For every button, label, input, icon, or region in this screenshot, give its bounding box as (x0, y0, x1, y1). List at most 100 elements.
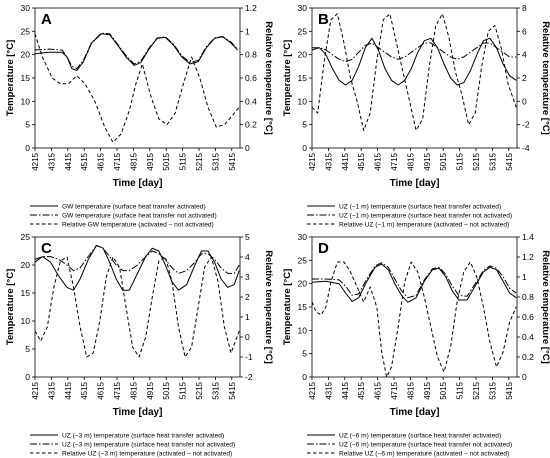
legend-label-3: Relative UZ (−6 m) temperature (activate… (339, 451, 509, 458)
y2-tick-label: 0.6 (522, 312, 534, 322)
y-tick-label: 20 (21, 50, 31, 60)
y2-axis-label: Relative temperature [°C] (263, 250, 274, 364)
y-tick-label: 30 (21, 3, 31, 13)
x-tick-label: 4215 (31, 381, 40, 399)
y2-tick-label: 4 (522, 50, 527, 60)
x-tick-label: 4315 (324, 381, 333, 399)
chart-panel-d: 0 5 10 15 20 25 30 0 0.2 0.4 0.6 0.8 1 1.2 1.4 4215 4315… (282, 232, 550, 458)
x-tick-label: 5215 (195, 381, 204, 399)
plot-frame (311, 236, 518, 378)
x-tick-label: 5315 (211, 152, 220, 170)
y2-tick-label: 1.2 (522, 252, 534, 262)
x-tick-label: 5015 (439, 381, 448, 399)
y-tick-label: 30 (298, 3, 308, 13)
y-tick-label: 15 (21, 288, 31, 298)
x-axis-label: Time [day] (390, 178, 440, 189)
y2-tick-label: -1 (245, 352, 253, 362)
chart-panel-b: 0 5 10 15 20 25 30 -4 -2 0 2 4 6 8 4215 4315 4415 4515 461… (282, 3, 550, 229)
y2-tick-label: 4 (245, 252, 250, 262)
x-tick-label: 4215 (31, 152, 40, 170)
y2-tick-label: -4 (522, 143, 530, 153)
panel-letter: A (41, 11, 52, 28)
x-tick-label: 4315 (324, 152, 333, 170)
y-tick-label: 25 (21, 232, 31, 242)
x-tick-label: 4615 (374, 152, 383, 170)
y-tick-label: 0 (302, 372, 307, 382)
x-tick-label: 4215 (308, 152, 317, 170)
x-tick-label: 4315 (47, 152, 56, 170)
plot-frame (311, 7, 518, 149)
x-tick-label: 5415 (228, 152, 237, 170)
x-tick-label: 4515 (80, 381, 89, 399)
x-tick-label: 4415 (341, 152, 350, 170)
y2-tick-label: 2 (522, 73, 527, 83)
x-tick-label: 4715 (390, 381, 399, 399)
x-tick-label: 4715 (113, 152, 122, 170)
legend-label-3: Relative UZ (−3 m) temperature (activate… (62, 451, 232, 458)
x-tick-label: 4415 (64, 381, 73, 399)
y-tick-label: 15 (298, 73, 308, 83)
x-tick-label: 5315 (211, 381, 220, 399)
x-tick-label: 5015 (439, 152, 448, 170)
panel-letter: D (318, 240, 329, 257)
x-tick-label: 4815 (129, 152, 138, 170)
x-tick-label: 4315 (47, 381, 56, 399)
y2-tick-label: 3 (245, 272, 250, 282)
y2-tick-label: 1.2 (245, 3, 257, 13)
series-line-3 (34, 33, 240, 143)
x-tick-label: 5315 (488, 152, 497, 170)
y-tick-label: 0 (25, 143, 30, 153)
x-tick-label: 5015 (162, 152, 171, 170)
x-tick-label: 4415 (341, 381, 350, 399)
x-axis-label: Time [day] (113, 407, 163, 418)
y2-tick-label: 0.8 (522, 292, 534, 302)
y-axis-label: Temperature [°C] (282, 269, 293, 345)
y2-tick-label: 1 (522, 272, 527, 282)
y2-tick-label: 2 (245, 292, 250, 302)
y2-axis-label: Relative temperature [°C] (540, 250, 550, 364)
legend-label-2: UZ (−6 m) temperature (surface heat tran… (339, 442, 512, 449)
x-axis-label: Time [day] (390, 407, 440, 418)
y2-tick-label: -2 (522, 120, 530, 130)
legend-label-1: UZ (−3 m) temperature (surface heat tran… (62, 433, 224, 440)
x-tick-label: 5115 (456, 152, 465, 170)
y-tick-label: 25 (21, 26, 31, 36)
series-line-1 (34, 33, 238, 71)
series-line-3 (34, 256, 240, 358)
y-tick-label: 15 (298, 302, 308, 312)
x-tick-label: 4915 (146, 381, 155, 399)
y2-tick-label: 6 (522, 26, 527, 36)
y-tick-label: 10 (21, 96, 31, 106)
legend-label-1: GW temperature (surface heat transfer ac… (62, 204, 206, 211)
y-tick-label: 10 (21, 316, 31, 326)
plot-frame (34, 236, 241, 378)
x-tick-label: 4615 (97, 152, 106, 170)
panel-letter: B (318, 11, 329, 28)
x-tick-label: 5115 (456, 381, 465, 399)
x-tick-label: 5015 (162, 381, 171, 399)
x-tick-label: 4215 (308, 381, 317, 399)
x-tick-label: 4415 (64, 152, 73, 170)
y2-tick-label: 5 (245, 232, 250, 242)
y-tick-label: 0 (25, 372, 30, 382)
x-tick-label: 4515 (357, 152, 366, 170)
x-tick-label: 4715 (390, 152, 399, 170)
y-tick-label: 10 (298, 96, 308, 106)
y-axis-label: Temperature [°C] (282, 40, 293, 116)
y-tick-label: 10 (298, 325, 308, 335)
y-tick-label: 25 (298, 255, 308, 265)
legend-label-2: GW temperature (surface heat transfer no… (62, 213, 217, 220)
legend-label-1: UZ (−1 m) temperature (surface heat tran… (339, 204, 501, 211)
legend-label-3: Relative UZ (−1 m) temperature (activate… (339, 222, 509, 229)
panel-letter: C (41, 240, 52, 257)
x-tick-label: 4915 (423, 381, 432, 399)
y-tick-label: 20 (298, 50, 308, 60)
legend-label-2: UZ (−1 m) temperature (surface heat tran… (339, 213, 512, 220)
x-tick-label: 5115 (179, 381, 188, 399)
legend-label-1: UZ (−6 m) temperature (surface heat tran… (339, 433, 501, 440)
x-tick-label: 4815 (406, 381, 415, 399)
x-tick-label: 4815 (406, 152, 415, 170)
legend-label-3: Relative GW temperature (activated – not… (62, 222, 214, 229)
series-line-2 (312, 262, 517, 299)
